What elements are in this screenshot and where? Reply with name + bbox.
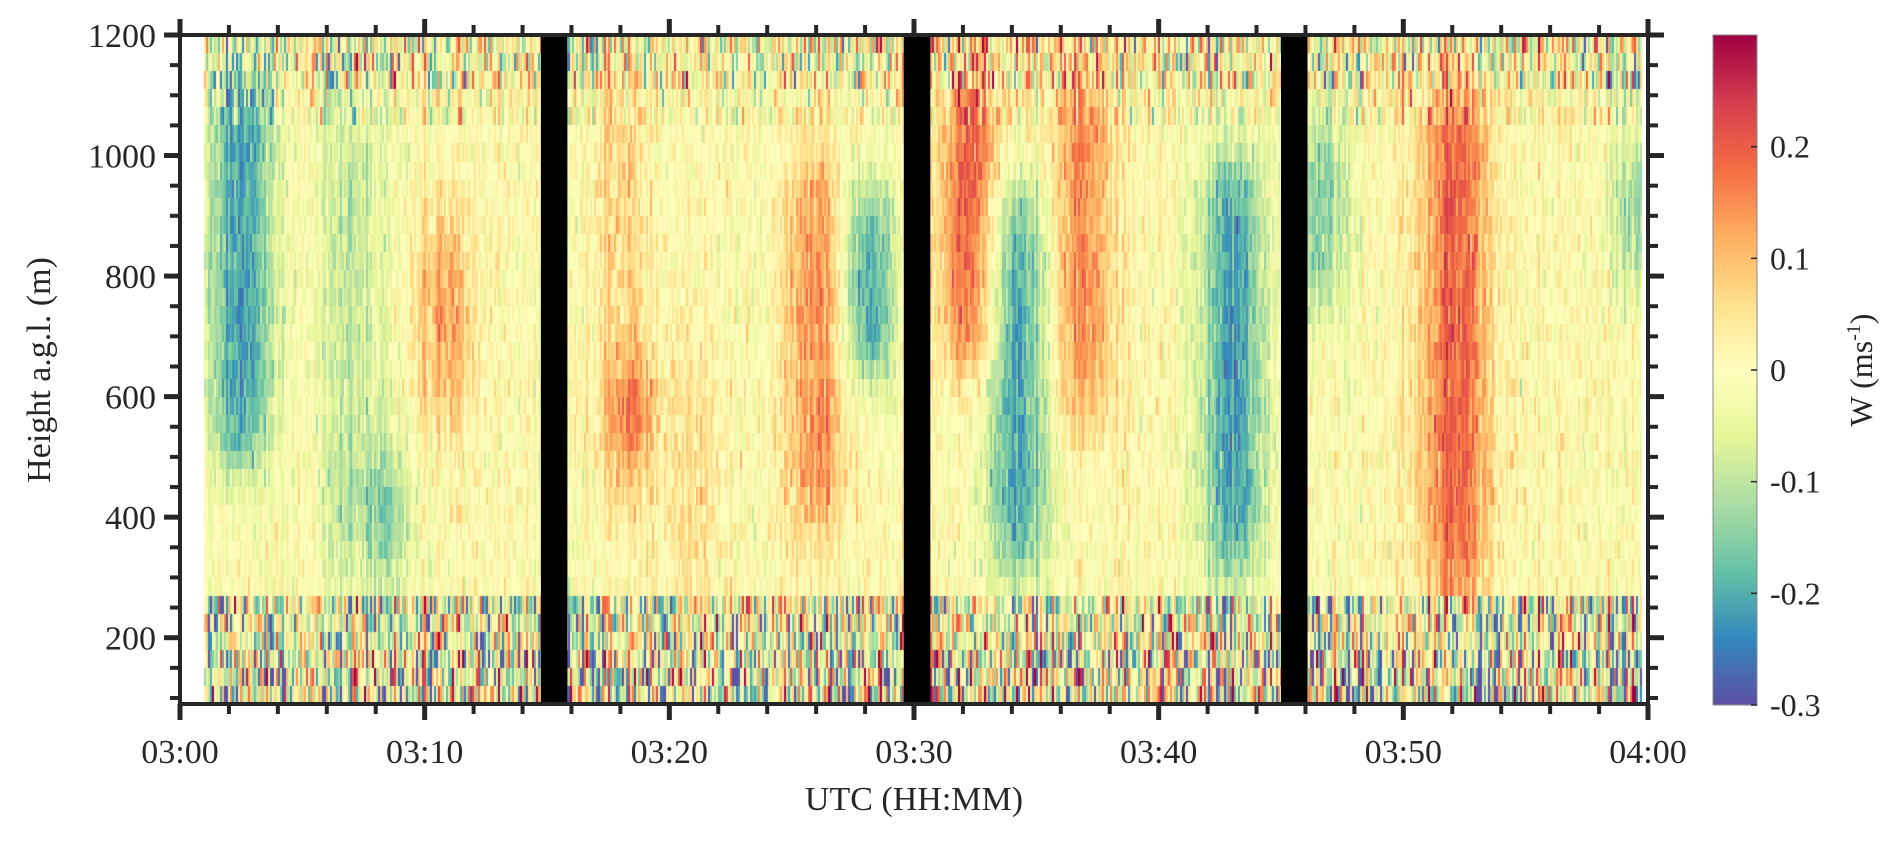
- y-tick-label: 1200: [88, 18, 156, 55]
- y-tick-label: 600: [105, 380, 156, 417]
- y-tick-label: 400: [105, 500, 156, 537]
- colorbar-tick-label: 0.2: [1770, 129, 1810, 165]
- y-tick-label: 200: [105, 621, 156, 658]
- no-data-gap: [1281, 35, 1308, 704]
- x-tick-label: 04:00: [1609, 734, 1686, 771]
- colorbar-label-close: ): [1843, 314, 1879, 325]
- colorbar-label-exponent: -1: [1843, 324, 1865, 341]
- colorbar-tick-label: 0: [1770, 352, 1786, 388]
- colorbar-label-text: W (ms: [1843, 341, 1879, 427]
- x-axis-label: UTC (HH:MM): [805, 781, 1023, 818]
- colorbar-tick-label: 0.1: [1770, 240, 1810, 276]
- y-tick-label: 1000: [88, 139, 156, 176]
- colorbar-tick-label: -0.2: [1770, 575, 1821, 611]
- x-tick-label: 03:20: [631, 734, 708, 771]
- x-tick-label: 03:10: [386, 734, 463, 771]
- y-ticks: 200 400 600 800 1000 1200: [88, 18, 1664, 700]
- y-tick-label: 800: [105, 259, 156, 296]
- colorbar-tick-label: -0.1: [1770, 464, 1821, 500]
- no-data-gap: [540, 35, 568, 704]
- colorbar-tick-label: -0.3: [1770, 687, 1821, 723]
- colorbar-ticks: -0.3 -0.2 -0.1 0 0.1 0.2: [1751, 129, 1821, 723]
- y-axis-label: Height a.g.l. (m): [21, 257, 58, 483]
- no-data-gap: [903, 35, 931, 704]
- x-ticks: 03:00 03:10 03:20 03:30 03:40 03:50 04:00: [141, 19, 1687, 771]
- colorbar: -0.3 -0.2 -0.1 0 0.1 0.2 W (ms-1): [1712, 34, 1879, 723]
- colorbar-label: W (ms-1): [1843, 314, 1879, 427]
- x-tick-label: 03:00: [141, 734, 218, 771]
- no-data-gaps: [540, 35, 1308, 704]
- x-tick-label: 03:30: [875, 734, 952, 771]
- colorbar-scale: [1712, 34, 1758, 706]
- x-tick-label: 03:40: [1120, 734, 1197, 771]
- x-tick-label: 03:50: [1365, 734, 1442, 771]
